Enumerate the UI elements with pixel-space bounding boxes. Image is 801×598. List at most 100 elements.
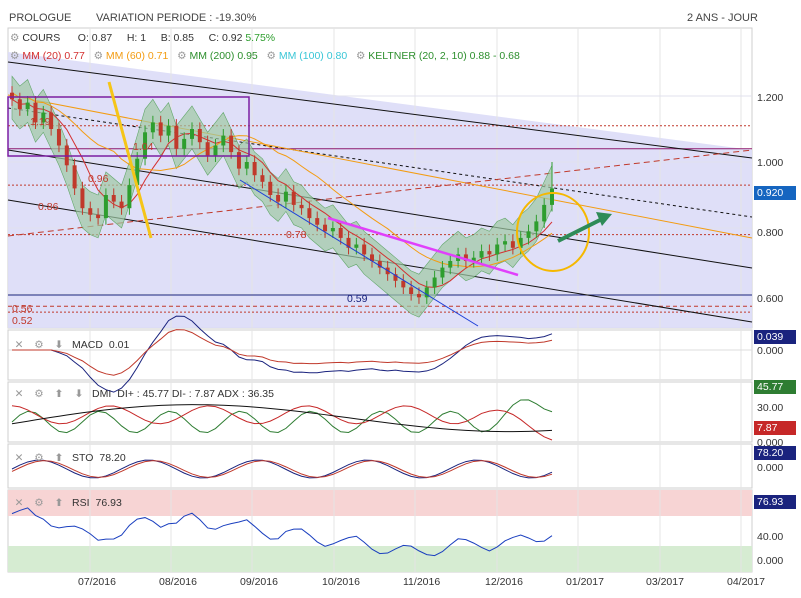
period-text[interactable]: 2 ANS - JOUR [687, 12, 758, 24]
arrow-up-icon[interactable]: ⬆ [54, 497, 64, 509]
close-icon[interactable]: ✕ [14, 452, 24, 464]
gear-icon[interactable]: ⚙ [266, 50, 276, 62]
change-value: 5.75% [245, 32, 276, 44]
candle-body [323, 224, 328, 232]
x-tick: 03/2017 [646, 576, 684, 588]
candle-body [244, 162, 249, 169]
macd-axis: 0.000 [757, 345, 784, 357]
gear-icon[interactable]: ⚙ [34, 339, 44, 351]
macd-panel [7, 329, 753, 381]
close-icon[interactable]: ✕ [14, 339, 24, 351]
level-label: 0.59 [347, 293, 368, 305]
mm60-value: 0.71 [147, 50, 169, 62]
gear-icon[interactable]: ⚙ [34, 497, 44, 509]
candle-body [409, 287, 414, 294]
x-tick: 11/2016 [403, 576, 441, 588]
candle-body [166, 125, 171, 136]
dmi-text: DI+ : 45.77 DI- : 7.87 ADX : 36.35 [117, 388, 274, 400]
gear-icon[interactable]: ⚙ [355, 50, 366, 62]
candle-body [56, 129, 61, 146]
candle-body [143, 132, 148, 159]
candle-body [158, 122, 163, 136]
mm200-value: 0.95 [237, 50, 258, 62]
instrument-name: PROLOGUE [9, 12, 72, 24]
gear-icon[interactable]: ⚙ [10, 32, 20, 44]
arrow-up-icon[interactable]: ⬆ [54, 388, 64, 400]
candle-body [229, 135, 234, 153]
green-arrow [557, 218, 601, 243]
blue-trend-line [239, 179, 479, 327]
gear-icon[interactable]: ⚙ [177, 50, 187, 62]
candle-body [291, 191, 296, 205]
level-label: 0.96 [88, 173, 109, 185]
candle-body [315, 218, 320, 225]
rsi-label: RSI [72, 497, 90, 509]
arrow-up-icon[interactable]: ⬆ [54, 452, 64, 464]
x-tick: 10/2016 [322, 576, 360, 588]
rsi-value: 76.93 [95, 497, 122, 509]
close-icon[interactable]: ✕ [14, 388, 24, 400]
x-tick: 04/2017 [727, 576, 765, 588]
mm200-label: MM (200) [189, 50, 235, 62]
candle-body [416, 294, 421, 298]
macd-tag: 0.039 [754, 330, 796, 344]
candle-body [307, 208, 312, 219]
low-value: B: 0.85 [160, 32, 194, 44]
rsi-axis: 0.000 [757, 555, 784, 567]
close-icon[interactable]: ✕ [14, 497, 24, 509]
chart-header: PROLOGUE VARIATION PERIODE : -19.30% 2 A… [0, 0, 801, 26]
level-label: 1.19 [30, 116, 51, 128]
candle-body [135, 158, 140, 186]
price-tick: 1.200 [757, 92, 784, 104]
candle-body [518, 237, 523, 248]
dmi-plus-line [11, 399, 553, 434]
price-tick: 1.000 [757, 157, 784, 169]
rsi-overbought-band [8, 490, 752, 516]
candle-body [526, 231, 531, 238]
candle-body [448, 261, 453, 268]
candle-body [119, 201, 124, 209]
gear-icon[interactable]: ⚙ [93, 50, 103, 62]
x-tick: 01/2017 [566, 576, 604, 588]
macd-label: MACD [72, 339, 103, 351]
rsi-tag: 76.93 [754, 495, 796, 509]
keltner-label: KELTNER (20, 2, 10) [368, 50, 467, 62]
level-label: 0.78 [286, 229, 307, 241]
candle-body [362, 244, 367, 255]
gear-icon[interactable]: ⚙ [34, 388, 44, 400]
candle-body [479, 251, 484, 258]
open-value: O: 0.87 [77, 32, 113, 44]
magenta-trend-line [327, 216, 519, 277]
candle-body [33, 102, 38, 123]
trend-line [7, 94, 753, 239]
gear-icon[interactable]: ⚙ [10, 50, 20, 62]
mm100-value: 0.80 [326, 50, 348, 62]
sto-label: STO [72, 452, 94, 464]
level-label: 1.04 [133, 141, 154, 153]
candle-body [487, 251, 492, 255]
candle-body [10, 92, 14, 100]
arrow-down-icon[interactable]: ⬇ [54, 339, 64, 351]
gear-icon[interactable]: ⚙ [34, 452, 44, 464]
sto-value: 78.20 [99, 452, 126, 464]
level-label: 0.52 [12, 315, 33, 327]
sto-tag: 78.20 [754, 446, 796, 460]
candle-body [80, 188, 85, 209]
green-arrow-head [596, 212, 612, 226]
candle-body [260, 175, 265, 182]
level-label: 0.56 [12, 303, 33, 315]
mm20-line [11, 98, 553, 288]
candle-body [103, 195, 108, 219]
candle-body [393, 274, 398, 281]
dmi-label: DMI [92, 388, 112, 400]
arrow-down-icon[interactable]: ⬇ [74, 388, 84, 400]
candle-body [276, 195, 281, 202]
candle-body [72, 165, 77, 189]
candle-body [25, 102, 30, 110]
candle-body [338, 228, 343, 238]
dmi-axis: 30.00 [757, 402, 784, 414]
mm20-value: 0.77 [64, 50, 85, 62]
candle-body [213, 145, 218, 156]
candle-body [346, 237, 351, 248]
